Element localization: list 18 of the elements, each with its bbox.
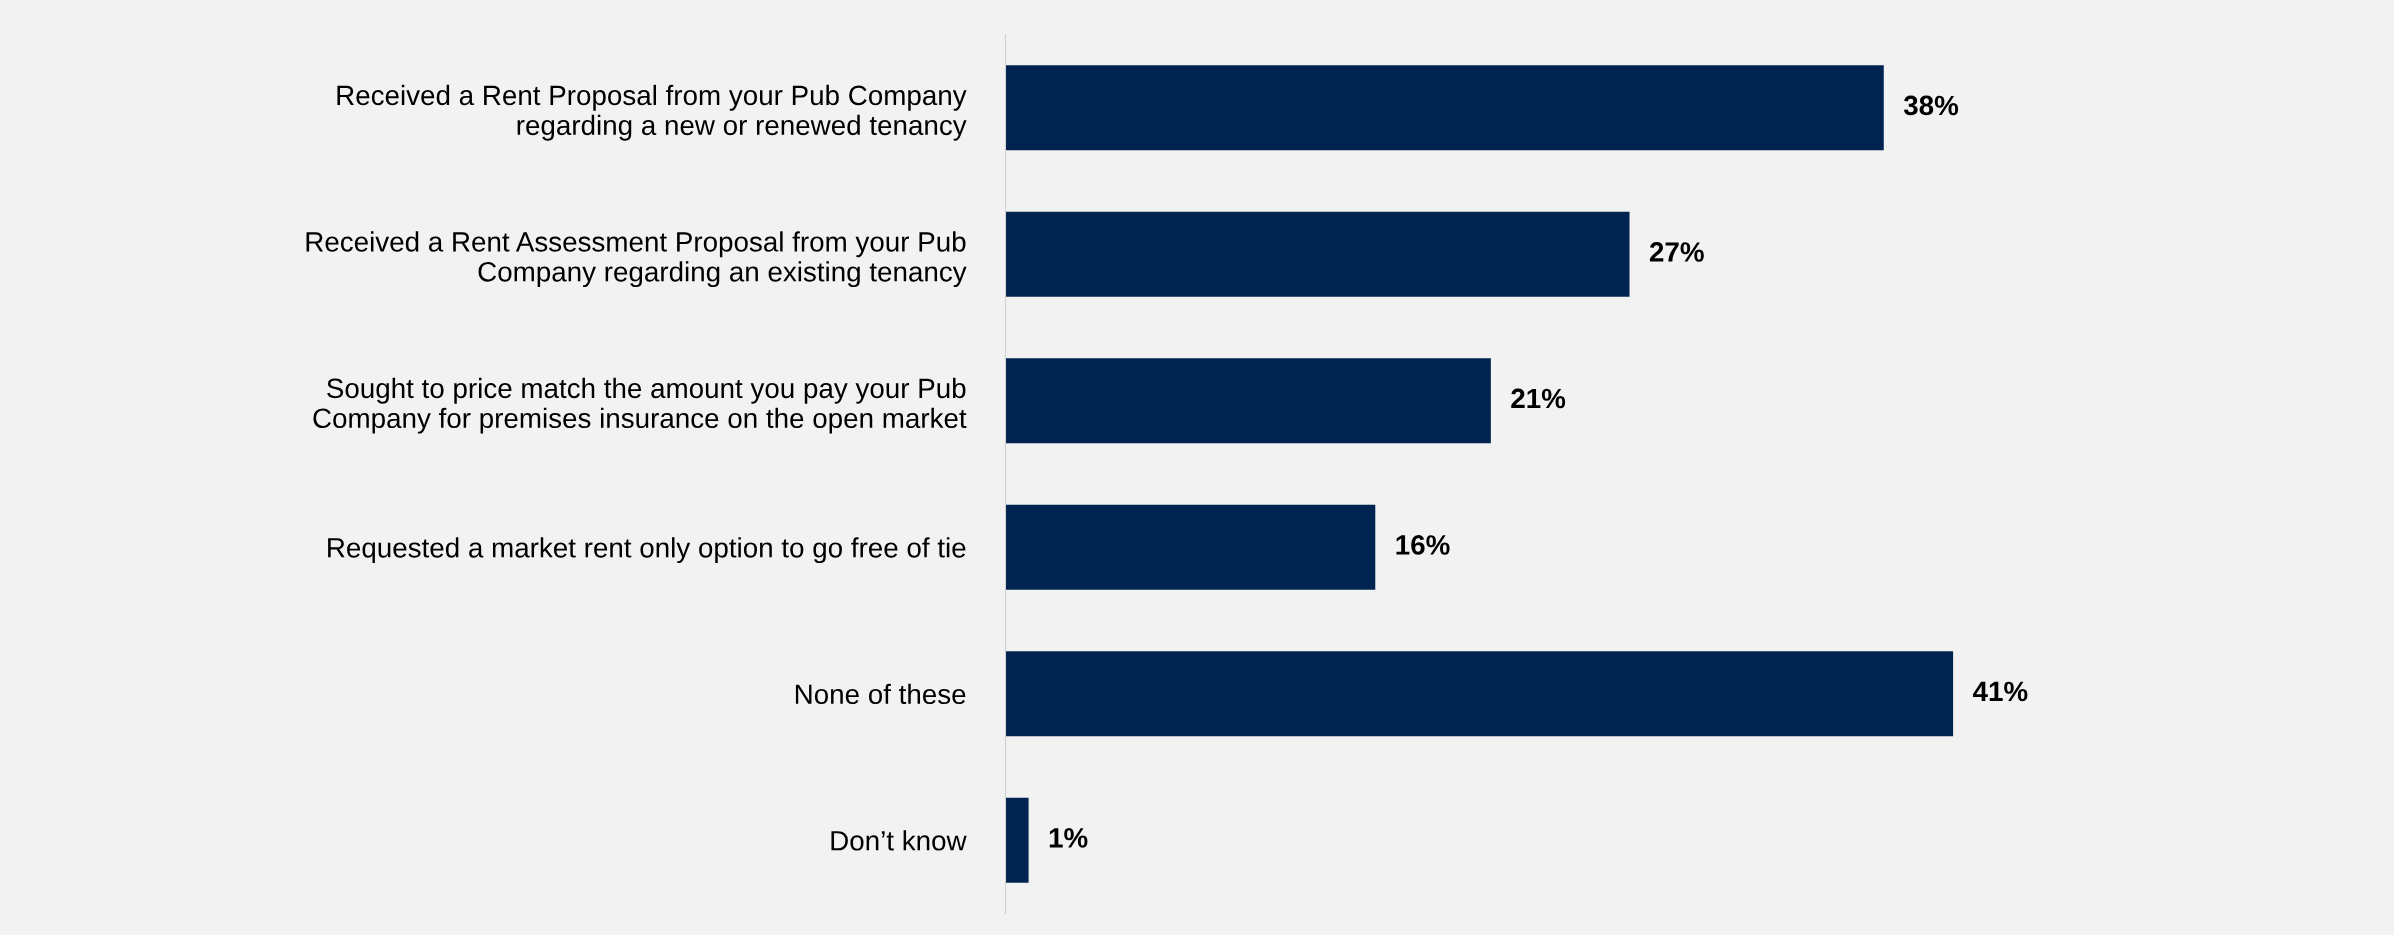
bar xyxy=(1005,797,1029,883)
bar xyxy=(1005,65,1884,151)
y-tick-label: Requested a market rent only option to go free of tie xyxy=(328,537,966,564)
data-label: 38% xyxy=(1903,95,1959,116)
y-tick-label: Received a Rent Assessment Proposal from your Pub Company regarding an existing tenancy xyxy=(306,231,967,288)
y-tick-label: Don’t know xyxy=(831,830,967,851)
y-tick-label: Received a Rent Proposal from your Pub Company regarding a new or renewed tenancy xyxy=(337,84,967,141)
y-tick-label: Sought to price match the amount you pay your Pub Company for premises insurance on the open market xyxy=(313,377,967,434)
bar xyxy=(1005,504,1376,590)
data-label: 41% xyxy=(1972,681,2028,702)
bar xyxy=(1005,651,1954,737)
data-label: 21% xyxy=(1511,388,1566,409)
y-tick-label: None of these xyxy=(795,683,966,705)
data-label: 1% xyxy=(1049,828,1088,848)
data-label: 16% xyxy=(1396,535,1450,555)
data-label: 27% xyxy=(1649,242,1704,262)
bar xyxy=(1005,358,1491,444)
bar xyxy=(1005,211,1630,297)
